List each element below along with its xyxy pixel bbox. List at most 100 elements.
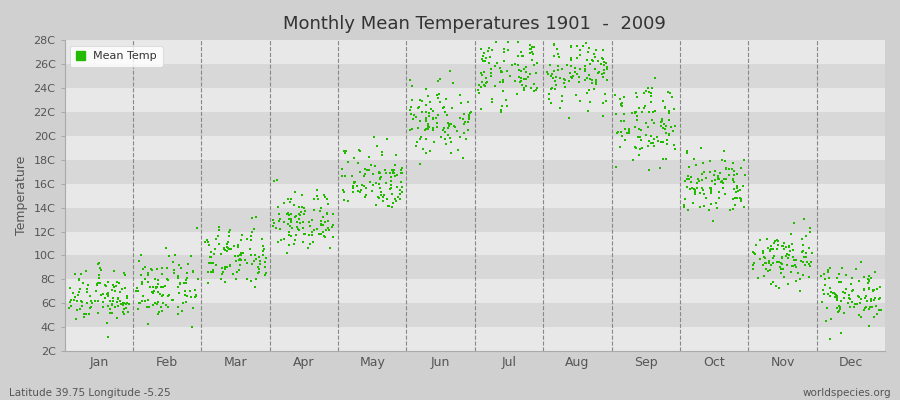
Point xyxy=(314,220,328,227)
Point xyxy=(234,251,248,258)
Point xyxy=(115,300,130,306)
Point xyxy=(819,318,833,324)
Point xyxy=(775,260,789,267)
Point xyxy=(767,253,781,260)
Point xyxy=(426,116,440,122)
Point xyxy=(457,111,472,118)
Point xyxy=(723,207,737,214)
Point xyxy=(206,267,220,273)
Point xyxy=(99,291,113,298)
Point xyxy=(245,261,259,268)
Point xyxy=(771,285,786,291)
Point xyxy=(377,192,392,198)
Point xyxy=(110,315,124,321)
Point xyxy=(75,271,89,277)
Point xyxy=(627,109,642,116)
Point xyxy=(659,156,673,162)
Point xyxy=(564,57,579,63)
Point xyxy=(202,254,217,260)
Point xyxy=(680,148,694,154)
Point xyxy=(457,119,472,125)
Bar xyxy=(65,232,885,256)
Point xyxy=(766,255,780,261)
Point xyxy=(403,104,418,110)
Point xyxy=(615,100,629,106)
Point xyxy=(272,218,286,225)
Point xyxy=(600,64,615,70)
Point xyxy=(719,176,733,183)
Point xyxy=(271,238,285,245)
Point xyxy=(565,72,580,79)
Point xyxy=(145,266,159,273)
Point xyxy=(92,275,106,282)
Point xyxy=(273,226,287,232)
Point xyxy=(568,69,582,76)
Point xyxy=(658,105,672,111)
Point xyxy=(759,260,773,266)
Point xyxy=(184,324,199,330)
Point xyxy=(130,306,145,312)
Point xyxy=(563,70,578,76)
Point xyxy=(473,45,488,52)
Point xyxy=(637,90,652,96)
Point xyxy=(381,196,395,202)
Point xyxy=(763,246,778,252)
Point xyxy=(551,67,565,74)
Point xyxy=(318,234,332,241)
Point xyxy=(354,148,368,154)
Point xyxy=(383,182,398,188)
Point xyxy=(734,195,748,202)
Point xyxy=(728,202,742,208)
Point xyxy=(95,304,110,310)
Point xyxy=(478,58,492,65)
Point xyxy=(682,176,697,183)
Point xyxy=(116,302,130,308)
Point xyxy=(634,137,648,144)
Point xyxy=(613,143,627,150)
Point xyxy=(347,179,362,185)
Point xyxy=(453,115,467,122)
Point xyxy=(517,76,531,82)
Point xyxy=(660,137,674,144)
Point xyxy=(62,285,77,291)
Point xyxy=(338,189,352,196)
Point xyxy=(473,84,488,91)
Point xyxy=(631,134,645,140)
Point xyxy=(459,135,473,142)
Point xyxy=(320,210,334,217)
Point xyxy=(120,294,134,301)
Point xyxy=(597,62,611,68)
Point xyxy=(873,284,887,290)
Point xyxy=(779,251,794,258)
Point xyxy=(287,202,302,208)
Point xyxy=(645,117,660,124)
Point xyxy=(356,183,371,190)
Point xyxy=(154,304,168,310)
Point xyxy=(101,290,115,296)
Point xyxy=(217,245,231,251)
Point xyxy=(821,267,835,274)
Point xyxy=(769,283,783,289)
Point xyxy=(760,236,774,242)
Point xyxy=(821,291,835,298)
Point xyxy=(528,87,543,93)
Point xyxy=(221,232,236,239)
Point xyxy=(290,219,304,225)
Point xyxy=(785,262,799,269)
Point xyxy=(731,188,745,194)
Point xyxy=(234,257,248,264)
Point xyxy=(870,286,885,293)
Point xyxy=(91,280,105,286)
Point xyxy=(133,251,148,258)
Point xyxy=(318,233,332,240)
Point xyxy=(843,304,858,310)
Point xyxy=(444,139,458,145)
Point xyxy=(147,288,161,294)
Point xyxy=(314,231,328,237)
Point xyxy=(587,85,601,92)
Point xyxy=(510,62,525,68)
Point xyxy=(770,246,785,252)
Point xyxy=(781,255,796,262)
Point xyxy=(495,103,509,110)
Point xyxy=(480,79,494,86)
